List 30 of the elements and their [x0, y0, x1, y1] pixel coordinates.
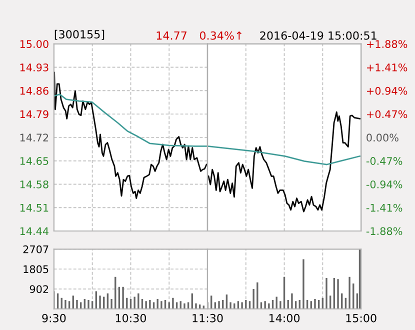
text: 0.00% — [366, 134, 398, 142]
text: -1.88% — [366, 227, 402, 236]
x-tick-label: 10:30 — [116, 314, 146, 322]
text: +0.47% — [367, 110, 408, 118]
y-tick-label: 14.72 — [20, 134, 48, 142]
chart-title: [300155] — [54, 30, 104, 40]
text: 0.34%↑ — [200, 31, 242, 40]
y-tick-label: 1805 — [24, 265, 48, 274]
y-tick-label: 14.93 — [20, 64, 48, 72]
text: +0.94% — [367, 86, 408, 95]
x-tick-label: 11:30 — [192, 314, 223, 322]
y-tick-label: 14.58 — [20, 180, 48, 188]
x-tick-label: 9:30 — [42, 314, 66, 322]
text: -1.41% — [366, 204, 402, 212]
y-tick-label: 15.00 — [20, 40, 48, 48]
y-tick-label: 14.86 — [20, 86, 48, 95]
y-tick-label: 14.65 — [20, 157, 48, 165]
text: -0.47% — [366, 157, 402, 165]
text: -0.94% — [366, 180, 402, 188]
text: 14.77 — [156, 32, 186, 40]
y-tick-label: 14.79 — [20, 110, 48, 118]
y-tick-label: 902 — [30, 285, 48, 294]
y-tick-label: 14.44 — [20, 227, 49, 235]
text: 2016-04-19 15:00:51 — [260, 31, 376, 40]
x-tick-label: 14:00 — [269, 314, 300, 322]
y-tick-label: 2707 — [23, 245, 48, 254]
y-tick-label: 14.51 — [20, 204, 48, 212]
text: +1.88% — [367, 40, 408, 48]
text: +1.41% — [367, 64, 408, 72]
x-tick-label: 15:00 — [346, 314, 376, 322]
